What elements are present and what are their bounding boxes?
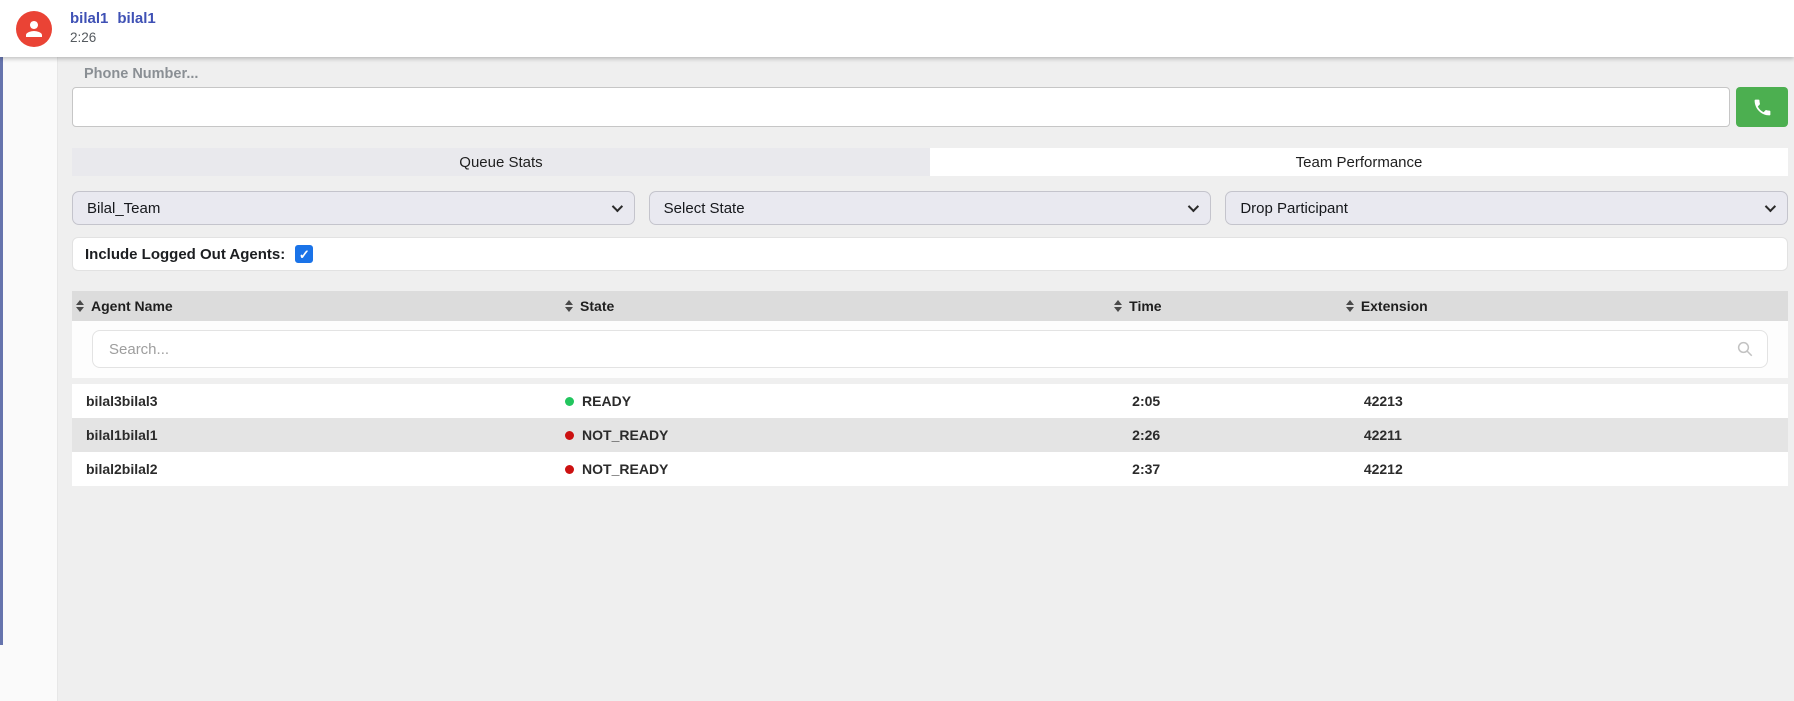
- chevron-down-icon: [1764, 200, 1777, 213]
- agent-name-cell: bilal1bilal1: [86, 427, 158, 443]
- agent-state-cell: NOT_READY: [561, 461, 1110, 477]
- dialer-row: [72, 87, 1788, 127]
- column-label: Extension: [1360, 298, 1428, 314]
- agent-table-header: Agent Name State Time Extension: [72, 291, 1788, 321]
- tab-team-performance[interactable]: Team Performance: [930, 148, 1788, 176]
- person-icon: [26, 20, 42, 37]
- user-avatar[interactable]: [16, 10, 52, 47]
- state-dot: [565, 430, 575, 440]
- search-wrap: [92, 330, 1768, 368]
- table-search-row: [72, 321, 1788, 378]
- sort-icon: [1345, 300, 1354, 312]
- column-label: Agent Name: [91, 298, 173, 314]
- phone-number-input[interactable]: [72, 87, 1730, 127]
- include-logged-out-checkbox[interactable]: ✓: [295, 245, 314, 263]
- chevron-down-icon: [611, 200, 623, 213]
- agent-name-cell: bilal2bilal2: [86, 461, 158, 477]
- column-header-state[interactable]: State: [561, 298, 1110, 314]
- team-select-value: Bilal_Team: [87, 199, 161, 217]
- search-icon: [1737, 341, 1753, 357]
- agent-time-cell: 2:05: [1132, 393, 1161, 409]
- state-select[interactable]: Select State: [648, 191, 1212, 225]
- agent-time-cell: 2:26: [1132, 427, 1161, 443]
- agent-time-cell: 2:37: [1132, 461, 1161, 477]
- column-header-extension[interactable]: Extension: [1342, 298, 1788, 314]
- phone-icon: [1754, 99, 1770, 115]
- main-content: Phone Number... Queue Stats Team Perform…: [58, 57, 1794, 701]
- tab-queue-stats[interactable]: Queue Stats: [72, 148, 930, 176]
- agent-name-cell: bilal3bilal3: [86, 393, 158, 409]
- sort-icon: [1114, 300, 1123, 312]
- checkmark-icon: ✓: [298, 246, 310, 262]
- team-select[interactable]: Bilal_Team: [72, 191, 635, 225]
- agent-extension-cell: 42213: [1363, 393, 1403, 409]
- state-text: READY: [582, 393, 632, 409]
- state-text: NOT_READY: [582, 427, 669, 443]
- state-text: NOT_READY: [582, 461, 669, 477]
- participant-action-select[interactable]: Drop Participant: [1225, 191, 1789, 225]
- sort-icon: [76, 300, 84, 312]
- include-logged-out-label: Include Logged Out Agents:: [85, 245, 286, 263]
- state-dot: [565, 464, 575, 474]
- user-last-name: bilal1: [117, 10, 156, 28]
- include-logged-out-card: Include Logged Out Agents: ✓: [72, 237, 1788, 271]
- agent-table-body: bilal3bilal3 READY 2:05 42213 bilal1bila…: [72, 384, 1788, 486]
- agent-extension-cell: 42211: [1363, 427, 1402, 443]
- agent-row[interactable]: bilal2bilal2 NOT_READY 2:37 42212: [72, 452, 1788, 486]
- user-identity: bilal1 bilal1 2:26: [70, 10, 156, 47]
- column-header-time[interactable]: Time: [1110, 298, 1342, 314]
- agent-row[interactable]: bilal1bilal1 NOT_READY 2:26 42211: [72, 418, 1788, 452]
- state-select-value: Select State: [663, 199, 745, 217]
- user-first-name: bilal1: [70, 10, 109, 28]
- participant-action-value: Drop Participant: [1240, 199, 1348, 217]
- call-button[interactable]: [1736, 87, 1788, 127]
- phone-number-label: Phone Number...: [84, 66, 199, 82]
- left-gutter: [0, 57, 58, 701]
- column-header-agent-name[interactable]: Agent Name: [72, 298, 561, 314]
- agent-state-cell: NOT_READY: [561, 427, 1110, 443]
- agent-state-cell: READY: [561, 393, 1110, 409]
- filter-row: Bilal_Team Select State Drop Participant: [72, 191, 1789, 225]
- state-timer: 2:26: [70, 29, 97, 45]
- agent-row[interactable]: bilal3bilal3 READY 2:05 42213: [72, 384, 1788, 418]
- stats-tabs: Queue Stats Team Performance: [72, 148, 1788, 176]
- column-label: Time: [1129, 298, 1162, 314]
- top-header: bilal1 bilal1 2:26: [0, 0, 1794, 57]
- agent-extension-cell: 42212: [1363, 461, 1403, 477]
- state-dot: [565, 396, 575, 406]
- column-label: State: [580, 298, 615, 314]
- agent-search-input[interactable]: [92, 330, 1768, 368]
- chevron-down-icon: [1188, 200, 1200, 213]
- sort-icon: [565, 300, 574, 312]
- left-edge-indicator: [0, 57, 3, 645]
- user-name: bilal1 bilal1: [70, 10, 156, 29]
